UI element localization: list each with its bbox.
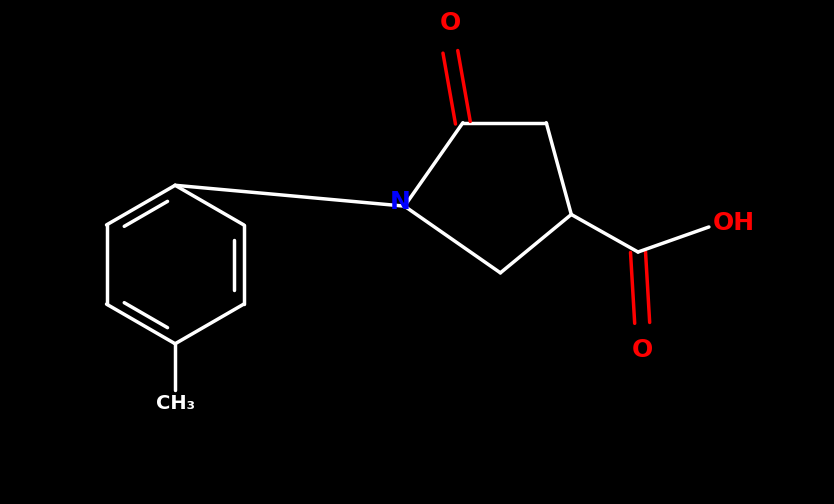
Text: OH: OH bbox=[713, 211, 756, 235]
Text: CH₃: CH₃ bbox=[156, 394, 194, 413]
Text: O: O bbox=[631, 338, 653, 362]
Text: N: N bbox=[389, 190, 411, 214]
Text: O: O bbox=[440, 11, 461, 35]
